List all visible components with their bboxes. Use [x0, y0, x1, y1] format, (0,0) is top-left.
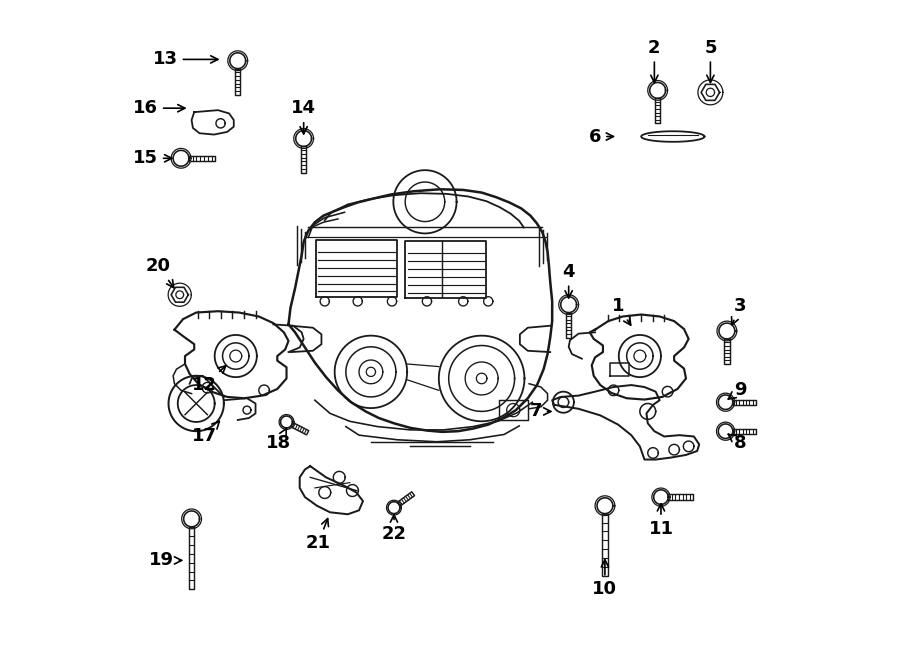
Text: 7: 7: [529, 402, 551, 420]
Text: 13: 13: [153, 50, 218, 68]
Text: 15: 15: [133, 150, 172, 167]
Text: 20: 20: [146, 258, 174, 288]
Text: 3: 3: [732, 297, 746, 325]
Text: 9: 9: [728, 381, 746, 399]
Text: 2: 2: [648, 38, 661, 83]
Text: 10: 10: [592, 560, 617, 598]
Text: 18: 18: [266, 428, 292, 452]
Text: 4: 4: [562, 263, 575, 298]
Text: 16: 16: [133, 99, 185, 117]
Text: 17: 17: [193, 421, 220, 446]
Text: 5: 5: [704, 38, 716, 83]
Text: 14: 14: [292, 99, 316, 134]
Text: 11: 11: [649, 504, 673, 538]
Text: 8: 8: [728, 434, 746, 452]
Text: 22: 22: [382, 515, 407, 543]
Text: 12: 12: [193, 366, 226, 394]
Text: 19: 19: [148, 551, 182, 569]
Text: 21: 21: [306, 518, 330, 552]
Text: 6: 6: [589, 128, 614, 146]
Text: 1: 1: [612, 297, 631, 325]
